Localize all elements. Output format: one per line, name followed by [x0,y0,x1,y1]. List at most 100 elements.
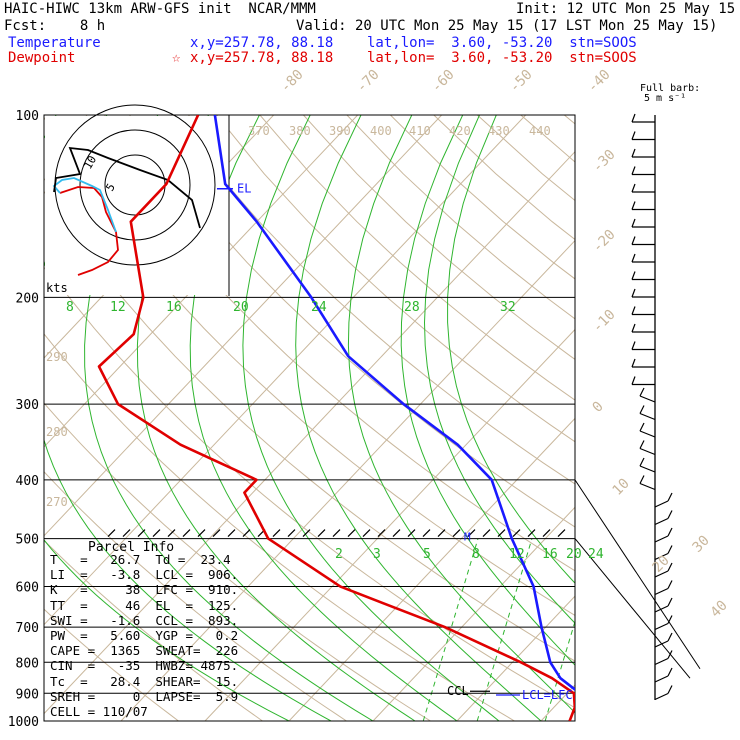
level-tick [287,529,296,538]
moist-adiabat [44,115,332,721]
isotherm-line [456,595,575,721]
isotherm-line [288,417,575,721]
level-tick [242,529,251,538]
theta-label: 290 [46,350,68,364]
init-time: Init: 12 UTC Mon 25 May 15 [516,1,736,17]
wind-barb-flag [639,422,645,432]
pressure-tick-label: 400 [16,474,39,489]
dry-adiabat [44,116,575,617]
pressure-tick-label: 100 [16,109,39,124]
isotherm-label: -10 [590,307,619,336]
hodograph-trace-low [59,186,119,276]
dry-adiabat [520,115,575,163]
mixing-ratio-label: 16 [166,300,182,315]
level-tick [392,529,401,538]
mixing-ratio-label: 24 [588,547,604,562]
level-tick [137,529,146,538]
wind-barb [654,570,669,578]
isotherm-line [372,506,575,721]
isotherm-label: 10 [610,476,633,499]
wind-barb [639,430,656,438]
level-tick [497,529,506,538]
mixing-ratio-line [422,538,479,721]
isotherm-label: -40 [585,67,614,96]
dry-adiabat [44,608,180,721]
mixing-ratio-label: 20 [233,300,249,315]
level-tick [512,529,521,538]
wind-barb-flag [631,183,636,193]
wind-barb [639,412,656,421]
theta-label: 410 [409,124,431,138]
level-tick [212,529,221,538]
wind-barb-flag [631,201,636,210]
dry-adiabat [651,115,740,734]
dry-adiabat [44,402,432,721]
pressure-tick-label: 500 [16,533,39,548]
pressure-tick-label: 600 [16,581,39,596]
level-tick [542,529,551,538]
wind-barb-flag [631,358,636,368]
hodograph-background [45,116,229,295]
isotherm-line [44,115,359,448]
parcel-info-row: TT = 46 EL = 125. [50,597,239,613]
dry-adiabat [44,263,575,709]
theta-label: 420 [449,124,471,138]
parcel-info-row: CIN = -35 HWBZ= 4875. [50,658,239,674]
isotherm-label: -50 [507,67,536,96]
theta-label: 400 [370,124,392,138]
level-tick [482,529,491,538]
parcel-info-row: Tc = 28.4 SHEAR= 15. [50,673,239,689]
wind-barb [639,395,656,403]
isotherm-label: -60 [429,67,458,96]
parcel-info-row: CAPE = 1365 SWEAT= 226 [50,643,239,659]
dry-adiabat [608,115,740,734]
wind-barb-flag [639,387,645,397]
isotherm-line [625,115,740,721]
isotherm-line [709,115,740,721]
wind-barb-flag [631,236,636,245]
level-tick [167,529,176,538]
dry-adiabat [259,115,575,401]
wind-barb-flag [667,615,673,624]
mixing-ratio-label: 20 [566,547,582,562]
parcel-info-title: Parcel Info [88,540,175,555]
level-tick [527,529,536,538]
mixing-ratio-label: 2 [335,547,343,562]
parcel-info-table: T = 26.7 Td = 23.4 LI = -3.8 LCL = 906. K … [50,552,238,719]
dewpoint-station-info: x,y=257.78, 88.18 lat,lon= 3.60, -53.20 … [190,50,637,66]
level-tick [272,529,281,538]
moist-adiabat [400,115,575,666]
isotherm-label: -70 [354,67,383,96]
wind-barb-flag [667,527,673,537]
barb-legend-1: Full barb: [640,83,701,94]
dry-adiabat [216,115,575,443]
mixing-ratio-label: 8 [66,300,74,315]
wind-barbs [631,113,673,701]
wind-barb-flag [631,271,636,280]
hodograph-trace-high [53,146,201,229]
level-tick [122,529,131,538]
mixing-ratio-line [700,539,740,721]
theta-label: 380 [289,124,311,138]
dry-adiabat [44,470,348,721]
wind-barb-flag [639,405,645,414]
dewpoint-star-icon: ☆ [172,50,181,66]
wind-barb-flag [631,341,636,350]
temperature-profile [213,115,575,692]
isotherm-line [44,150,575,715]
parcel-info-row: LI = -3.8 LCL = 906. [50,567,239,583]
barb-legend-2: 5 m s⁻¹ [644,93,687,104]
level-tick [227,529,236,538]
level-tick [332,529,341,538]
wind-barb-flag [667,685,673,694]
wind-barb [654,535,669,543]
wind-barb-flag [631,113,636,123]
level-tick [452,529,461,538]
wind-barb [654,517,669,526]
dry-adiabat [433,115,575,241]
mixing-ratio-label: 24 [311,300,327,315]
dewpoint-profile [97,115,575,721]
mixing-ratio-label: 3 [373,547,381,562]
